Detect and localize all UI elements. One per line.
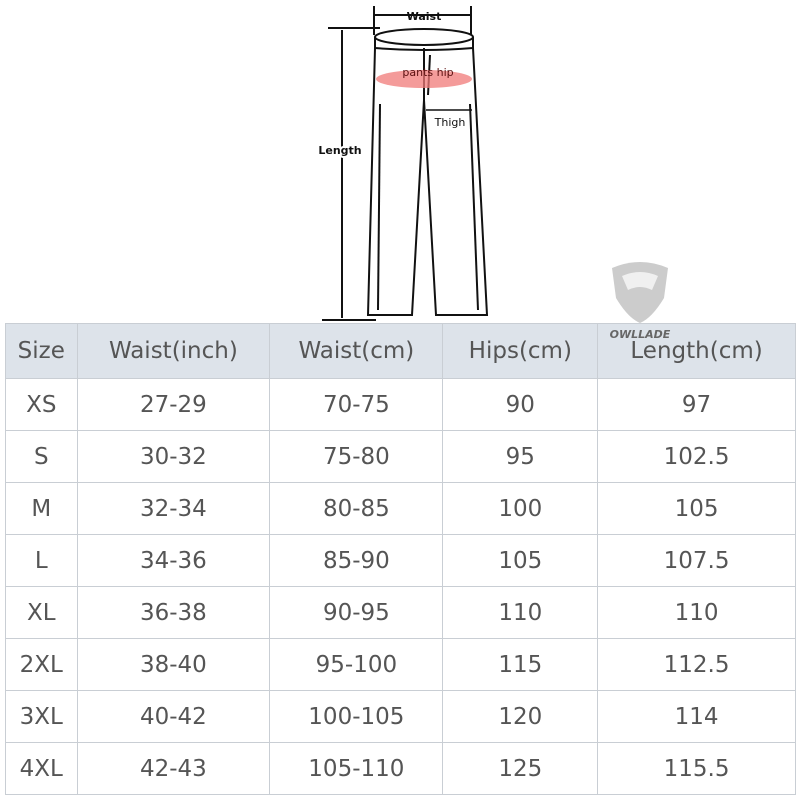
cell-waist-inch: 38-40	[76, 638, 271, 691]
waist-label: Waist	[407, 10, 442, 23]
cell-waist-cm: 70-75	[269, 378, 444, 431]
cell-hips-cm: 105	[442, 534, 599, 587]
length-label: Length	[318, 144, 361, 157]
cell-waist-inch: 30-32	[76, 430, 271, 483]
cell-hips-cm: 115	[442, 638, 599, 691]
table-row: 3XL 40-42 100-105 120 114	[5, 690, 796, 743]
cell-length-cm: 110	[597, 586, 796, 639]
cell-waist-inch: 40-42	[76, 690, 271, 743]
cell-waist-cm: 90-95	[269, 586, 444, 639]
cell-length-cm: 107.5	[597, 534, 796, 587]
cell-length-cm: 114	[597, 690, 796, 743]
cell-waist-cm: 100-105	[269, 690, 444, 743]
cell-waist-cm: 85-90	[269, 534, 444, 587]
header-hips-cm: Hips(cm)	[442, 323, 599, 379]
hip-highlight	[376, 70, 472, 88]
hip-label: pants hip	[402, 66, 453, 79]
cell-hips-cm: 100	[442, 482, 599, 535]
cell-length-cm: 112.5	[597, 638, 796, 691]
brand-text: OWLLADE	[610, 328, 671, 340]
table-row: XL 36-38 90-95 110 110	[5, 586, 796, 639]
header-length-cm: Length(cm)	[597, 323, 796, 379]
cell-size: L	[5, 534, 78, 587]
cell-waist-inch: 32-34	[76, 482, 271, 535]
cell-waist-cm: 80-85	[269, 482, 444, 535]
cell-waist-inch: 34-36	[76, 534, 271, 587]
cell-hips-cm: 120	[442, 690, 599, 743]
cell-size: S	[5, 430, 78, 483]
cell-length-cm: 115.5	[597, 742, 796, 795]
header-waist-inch: Waist(inch)	[76, 323, 271, 379]
cell-length-cm: 105	[597, 482, 796, 535]
cell-waist-inch: 42-43	[76, 742, 271, 795]
cell-size: XS	[5, 378, 78, 431]
size-chart-table: Size Waist(inch) Waist(cm) Hips(cm) Length(c…	[5, 323, 796, 795]
cell-size: 2XL	[5, 638, 78, 691]
cell-waist-cm: 95-100	[269, 638, 444, 691]
cell-length-cm: 102.5	[597, 430, 796, 483]
cell-hips-cm: 110	[442, 586, 599, 639]
table-row: S 30-32 75-80 95 102.5	[5, 430, 796, 483]
table-row: M 32-34 80-85 100 105	[5, 482, 796, 535]
cell-size: XL	[5, 586, 78, 639]
thigh-label: Thigh	[434, 116, 466, 129]
cell-waist-inch: 27-29	[76, 378, 271, 431]
header-size: Size	[5, 323, 78, 379]
cell-length-cm: 97	[597, 378, 796, 431]
cell-size: 4XL	[5, 742, 78, 795]
pants-measurement-diagram: Waist Length pants hip Thigh	[316, 6, 489, 321]
cell-hips-cm: 95	[442, 430, 599, 483]
header-waist-cm: Waist(cm)	[269, 323, 444, 379]
table-row: L 34-36 85-90 105 107.5	[5, 534, 796, 587]
cell-waist-inch: 36-38	[76, 586, 271, 639]
cell-hips-cm: 90	[442, 378, 599, 431]
table-row: XS 27-29 70-75 90 97	[5, 378, 796, 431]
cell-size: M	[5, 482, 78, 535]
owllade-logo: OWLLADE	[610, 262, 671, 340]
header-row: Size Waist(inch) Waist(cm) Hips(cm) Length(c…	[5, 323, 796, 379]
cell-waist-cm: 105-110	[269, 742, 444, 795]
table-row: 4XL 42-43 105-110 125 115.5	[5, 742, 796, 795]
table-row: 2XL 38-40 95-100 115 112.5	[5, 638, 796, 691]
cell-size: 3XL	[5, 690, 78, 743]
cell-hips-cm: 125	[442, 742, 599, 795]
cell-waist-cm: 75-80	[269, 430, 444, 483]
